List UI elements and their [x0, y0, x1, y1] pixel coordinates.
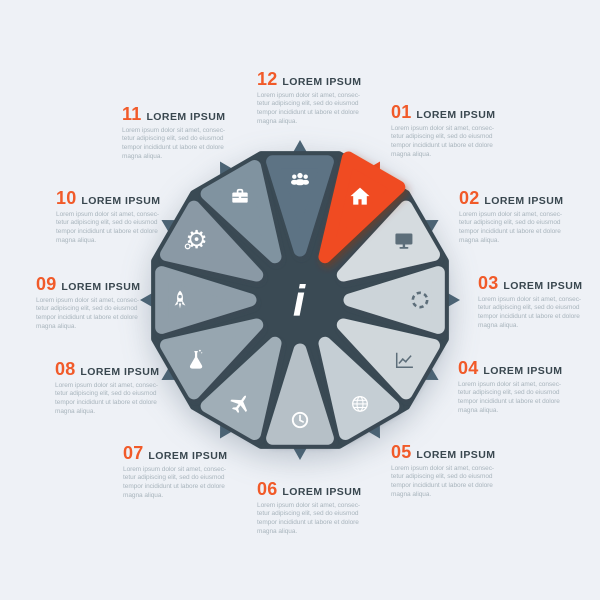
center-info-label: i	[293, 277, 306, 326]
rocket-icon	[174, 290, 186, 309]
svg-text:⚙: ⚙	[185, 225, 207, 254]
plane-icon	[230, 395, 247, 414]
arrow-12	[292, 140, 308, 154]
briefcase-icon	[232, 188, 248, 203]
flask-icon	[189, 349, 203, 369]
users-icon	[291, 172, 309, 186]
line-chart-icon	[395, 352, 413, 368]
segment-07	[200, 336, 282, 440]
segment-05	[318, 336, 400, 440]
globe-icon	[352, 395, 368, 412]
arrow-03	[446, 292, 460, 308]
segment-03	[343, 266, 445, 334]
segment-10: ⚙	[160, 200, 264, 282]
arrow-06	[292, 446, 308, 460]
segment-01	[318, 151, 406, 264]
segment-09	[155, 266, 257, 334]
arrow-09	[140, 292, 154, 308]
segment-06	[266, 343, 334, 445]
gears-icon: ⚙	[184, 225, 208, 254]
monitor-icon	[395, 233, 413, 249]
pie-backdrop	[151, 151, 449, 449]
segment-04	[336, 318, 440, 400]
segment-08	[160, 318, 264, 400]
segment-12	[266, 155, 334, 257]
home-icon	[350, 187, 370, 205]
segment-02	[336, 200, 440, 282]
segment-11	[200, 160, 282, 264]
clock-icon	[291, 411, 309, 429]
